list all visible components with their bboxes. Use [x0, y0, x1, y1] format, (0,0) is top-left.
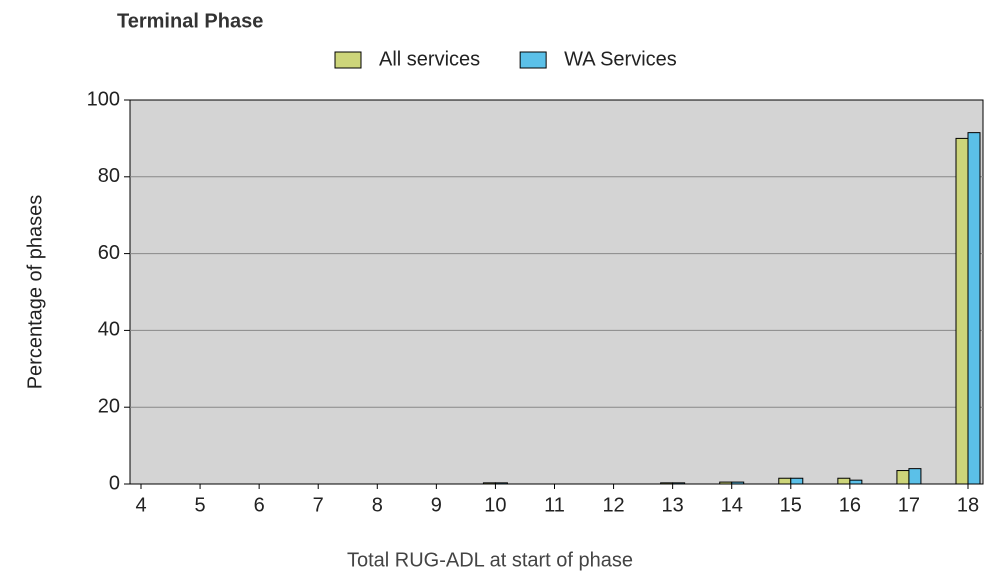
- x-tick-label: 5: [195, 494, 206, 516]
- x-tick-label: 6: [254, 494, 265, 516]
- bar: [908, 468, 922, 485]
- legend-swatch: [519, 51, 547, 69]
- x-tick-label: 16: [839, 494, 861, 516]
- x-tick-label: 12: [602, 494, 624, 516]
- y-tick-label: 0: [109, 472, 120, 494]
- y-tick-label: 40: [98, 319, 120, 341]
- x-tick-label: 9: [431, 494, 442, 516]
- bar: [849, 479, 863, 485]
- bar: [494, 482, 508, 485]
- bar: [837, 477, 851, 485]
- plot-area: [129, 99, 984, 485]
- bar: [778, 477, 792, 485]
- y-tick-label: 100: [87, 88, 120, 110]
- bar: [660, 482, 674, 485]
- x-tick-label: 10: [484, 494, 506, 516]
- x-tick-label: 17: [898, 494, 920, 516]
- bar: [731, 481, 745, 485]
- x-tick-label: 11: [544, 494, 565, 516]
- y-tick-label: 60: [98, 242, 120, 264]
- x-tick-label: 13: [662, 494, 684, 516]
- x-tick-label: 8: [372, 494, 383, 516]
- bar: [482, 482, 496, 485]
- bar: [719, 481, 733, 485]
- y-tick-label: 80: [98, 165, 120, 187]
- x-tick-label: 18: [957, 494, 979, 516]
- x-axis-label: Total RUG-ADL at start of phase: [347, 549, 633, 571]
- legend-label: All services: [379, 48, 480, 70]
- bar: [896, 470, 910, 485]
- y-axis-label: Percentage of phases: [24, 195, 46, 390]
- x-tick-label: 15: [780, 494, 802, 516]
- legend-label: WA Services: [564, 48, 677, 70]
- bar: [967, 132, 981, 485]
- x-tick-label: 4: [135, 494, 146, 516]
- x-tick-label: 7: [313, 494, 324, 516]
- bar: [790, 477, 804, 485]
- bar: [672, 482, 686, 485]
- x-tick-label: 14: [721, 494, 743, 516]
- y-tick-label: 20: [98, 395, 120, 417]
- bar: [955, 137, 969, 485]
- legend-swatch: [334, 51, 362, 69]
- chart-title: Terminal Phase: [117, 10, 263, 32]
